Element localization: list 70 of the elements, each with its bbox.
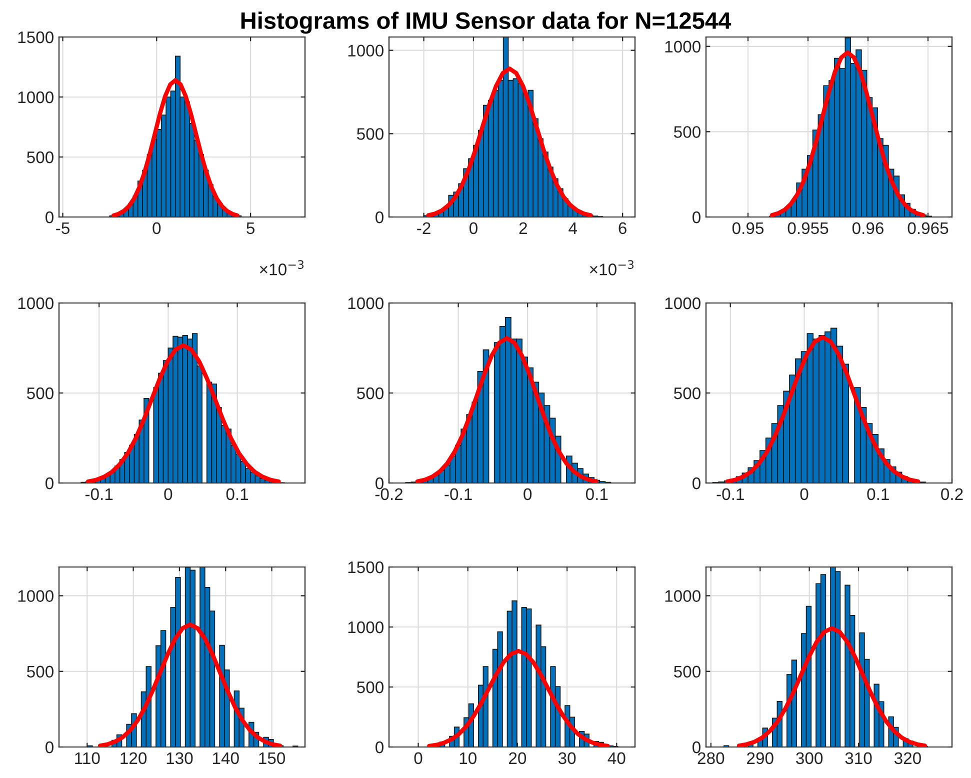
x-tick-label: -0.1	[716, 488, 744, 500]
x-tick-label: 0.2	[941, 488, 963, 500]
x-tick-label: 0.95	[732, 222, 764, 234]
x-tick-label: 40	[608, 752, 626, 764]
y-tick-label: 0	[46, 477, 54, 490]
x-tick-label: 0	[152, 222, 161, 234]
x-tick-label: 120	[120, 752, 147, 764]
y-tick-label: 500	[27, 666, 54, 678]
x-tick-label: 0.1	[226, 488, 248, 500]
text: ×10$^{−3}$	[590, 260, 634, 276]
x-tick-label: 6	[618, 222, 626, 234]
y-tick-label: 0	[692, 477, 700, 490]
y-tick-label: 1000	[18, 297, 54, 310]
y-tick-label: 1000	[665, 297, 700, 310]
x-tick-label: 0	[164, 488, 172, 500]
y-tick-label: 500	[357, 128, 384, 140]
x-tick-label: 300	[796, 752, 823, 764]
x-tick-label: 110	[75, 752, 100, 764]
x-tick-label: 150	[259, 752, 286, 764]
y-tick-label: 0	[692, 211, 700, 224]
x-tick-label: 0.955	[788, 222, 828, 234]
y-tick-label: 0	[376, 211, 384, 224]
x-tick-label: -0.1	[444, 488, 472, 500]
y-tick-label: 500	[674, 126, 700, 138]
y-tick-label: 0	[46, 211, 54, 224]
x-tick-label: -0.2	[375, 488, 403, 500]
y-tick-label: 1000	[18, 590, 54, 602]
x-tick-label: 0	[414, 752, 422, 764]
text: Histograms of IMU Sensor data for N=12544	[241, 12, 732, 34]
x-tick-label: 20	[509, 752, 526, 764]
y-tick-label: 0	[376, 741, 384, 754]
text: ×10$^{−3}$	[260, 260, 304, 276]
x-tick-label: 4	[568, 222, 578, 234]
x-tick-label: 0	[800, 488, 808, 500]
x-tick-label: 10	[460, 752, 476, 764]
y-tick-label: 500	[674, 387, 700, 400]
y-tick-label: 1500	[18, 31, 54, 44]
y-tick-label: 0	[692, 741, 700, 754]
x-tick-label: 5	[246, 222, 254, 234]
x-tick-label: 320	[894, 752, 921, 764]
x-tick-label: -0.1	[85, 488, 113, 500]
y-tick-label: 1000	[665, 590, 700, 602]
y-tick-label: 1000	[665, 40, 700, 53]
x-tick-label: 310	[845, 752, 872, 764]
x-tick-label: -5	[56, 222, 70, 234]
x-tick-label: 0	[524, 488, 532, 500]
x-tick-label: 290	[747, 752, 774, 764]
x-tick-label: 0.1	[586, 488, 608, 500]
y-tick-label: 1500	[348, 561, 384, 574]
y-tick-label: 500	[27, 387, 54, 400]
y-tick-label: 500	[357, 681, 384, 694]
x-tick-label: 0.1	[867, 488, 889, 500]
y-tick-label: 500	[27, 151, 54, 164]
y-tick-label: 500	[674, 666, 700, 678]
x-tick-label: 0.965	[908, 222, 948, 234]
y-tick-label: 1000	[348, 297, 384, 310]
x-tick-label: 140	[212, 752, 239, 764]
x-tick-label: 130	[166, 752, 193, 764]
y-tick-label: 0	[46, 741, 54, 754]
x-tick-label: 0	[470, 222, 478, 234]
x-tick-label: 30	[558, 752, 576, 764]
x-tick-label: -2	[417, 222, 430, 234]
y-tick-label: 1000	[18, 91, 54, 104]
y-tick-label: 1000	[348, 621, 384, 634]
x-tick-label: 2	[519, 222, 527, 234]
y-tick-label: 500	[357, 387, 384, 400]
x-tick-label: 280	[698, 752, 724, 764]
y-tick-label: 0	[376, 477, 384, 490]
y-tick-label: 1000	[348, 44, 384, 57]
x-tick-label: 0.96	[852, 222, 884, 234]
